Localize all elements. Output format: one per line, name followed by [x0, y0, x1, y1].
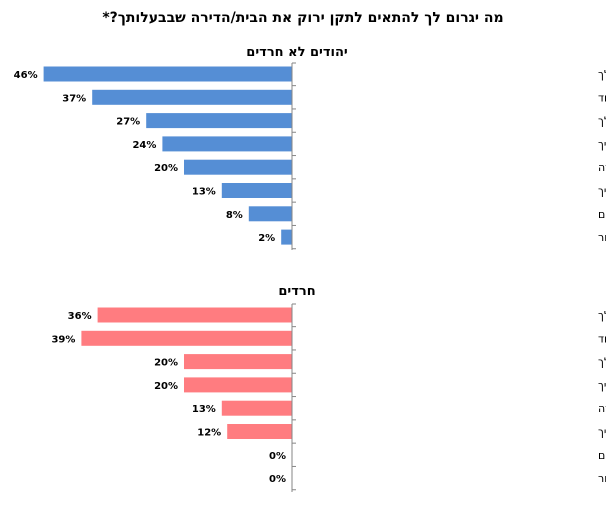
data-label: 13% — [192, 187, 216, 198]
chart-title: חרדים — [278, 284, 315, 299]
category-label: סיוע כספי/השתתפות במימון המהלך — [598, 68, 606, 81]
data-label: 39% — [51, 334, 75, 345]
category-label: אף אחד מהם — [598, 208, 606, 221]
data-label: 0% — [269, 451, 286, 462]
bar — [146, 113, 292, 129]
data-label: 20% — [154, 163, 178, 174]
category-label: תקנות שיקלו על קידום התהליך — [598, 185, 606, 198]
data-label: 20% — [154, 381, 178, 392]
bar — [162, 136, 292, 152]
category-label: השפעה חיובית על ערך הדירה בעת מכירה/השכר… — [598, 402, 606, 415]
category-label: הבנת היתרונות עבורי מהמהלך — [598, 356, 606, 369]
bar — [97, 307, 292, 323]
bar — [184, 354, 292, 370]
chart-title: יהודים לא חרדים — [246, 45, 347, 60]
bar — [281, 229, 292, 245]
bar — [221, 183, 292, 198]
data-label: 36% — [68, 311, 92, 322]
chart-panel-1: יהודים לא חרדים 46% סיוע כספי/השתתפות במימ… — [14, 45, 606, 250]
bar — [184, 377, 292, 393]
category-label: הבנת היתרונות עבורי מהמהלך — [598, 115, 606, 128]
data-label: 20% — [154, 358, 178, 369]
page-title: מה יגרום לך להתאים לתקן ירוק את הבית/הדי… — [102, 10, 503, 26]
category-label: פתיחת מסלול התחדשות עירונית לשדרוג כל הב… — [598, 332, 606, 345]
bar — [184, 159, 292, 175]
data-label: 12% — [197, 428, 221, 439]
data-label: 46% — [14, 70, 38, 81]
category-label: אחר — [598, 472, 606, 485]
data-label: 24% — [132, 140, 156, 151]
data-label: 8% — [226, 210, 243, 221]
bar — [221, 400, 292, 416]
bar — [81, 330, 293, 346]
category-label: פתיחת מסלול התחדשות עירונית לשדרוג כל הב… — [598, 91, 606, 104]
bar — [43, 66, 292, 82]
chart-panels: יהודים לא חרדים 46% סיוע כספי/השתתפות במימ… — [14, 45, 606, 492]
category-label: אחר — [598, 231, 606, 244]
data-label: 27% — [116, 117, 140, 128]
category-label: סיוע לוגיסטי בתהליך — [598, 379, 606, 392]
category-label: תקנות שיקלו על קידום התהליך — [598, 426, 606, 439]
data-label: 37% — [62, 93, 86, 104]
bar — [92, 89, 292, 105]
data-label: 2% — [258, 233, 275, 244]
category-label: השפעה חיובית על ערך הדירה בעת מכירה/השכר… — [598, 161, 606, 174]
chart-panel-2: חרדים 36% סיוע כספי/השתתפות במימון המהלך 39… — [51, 284, 606, 492]
data-label: 0% — [269, 474, 286, 485]
bar — [227, 424, 292, 439]
category-label: סיוע לוגיסטי בתהליך — [598, 138, 606, 151]
category-label: סיוע כספי/השתתפות במימון המהלך — [598, 309, 606, 322]
data-label: 13% — [192, 404, 216, 415]
category-label: אף אחד מהם — [598, 449, 606, 462]
bar — [248, 206, 292, 222]
